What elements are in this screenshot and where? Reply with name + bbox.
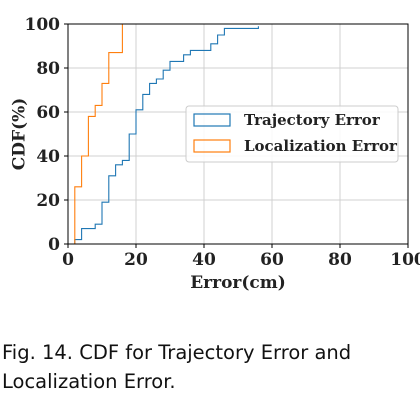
caption-line-2: Localization Error. bbox=[2, 370, 176, 393]
plot-frame bbox=[67, 23, 409, 245]
x-tick-label: 0 bbox=[62, 250, 74, 270]
x-tick-label: 100 bbox=[390, 250, 420, 270]
y-tick-label: 80 bbox=[36, 59, 60, 79]
legend-swatch-localization bbox=[193, 139, 231, 153]
series-trajectory-error bbox=[74, 26, 259, 244]
x-tick-label: 40 bbox=[192, 250, 216, 270]
y-tick-label: 0 bbox=[48, 235, 60, 255]
legend: Trajectory Error Localization Error bbox=[185, 105, 399, 163]
y-tick-label: 60 bbox=[36, 103, 60, 123]
y-tick-label: 20 bbox=[36, 191, 60, 211]
y-axis-label: CDF(%) bbox=[10, 98, 30, 171]
legend-swatch-trajectory bbox=[193, 113, 231, 127]
x-axis-label: Error(cm) bbox=[190, 273, 286, 293]
legend-label-localization: Localization Error bbox=[244, 137, 398, 155]
x-tick-label: 20 bbox=[124, 250, 148, 270]
cdf-chart: 0 20 40 60 80 100 0 20 40 60 80 100 Error(cm) CDF(%… bbox=[10, 15, 420, 293]
caption-line-1: Fig. 14. CDF for Trajectory Error and bbox=[2, 341, 352, 364]
legend-label-trajectory: Trajectory Error bbox=[244, 111, 381, 129]
x-tick-label: 80 bbox=[328, 250, 352, 270]
legend-frame bbox=[185, 105, 399, 163]
axis-ticks: 0 20 40 60 80 100 0 20 40 60 80 100 bbox=[25, 15, 420, 270]
x-tick-label: 60 bbox=[260, 250, 284, 270]
series-localization-error bbox=[74, 24, 123, 244]
y-tick-label: 40 bbox=[36, 147, 60, 167]
series-layer bbox=[74, 24, 259, 244]
y-tick-label: 100 bbox=[25, 15, 61, 35]
figure-caption: Fig. 14. CDF for Trajectory Error and Lo… bbox=[2, 338, 418, 396]
